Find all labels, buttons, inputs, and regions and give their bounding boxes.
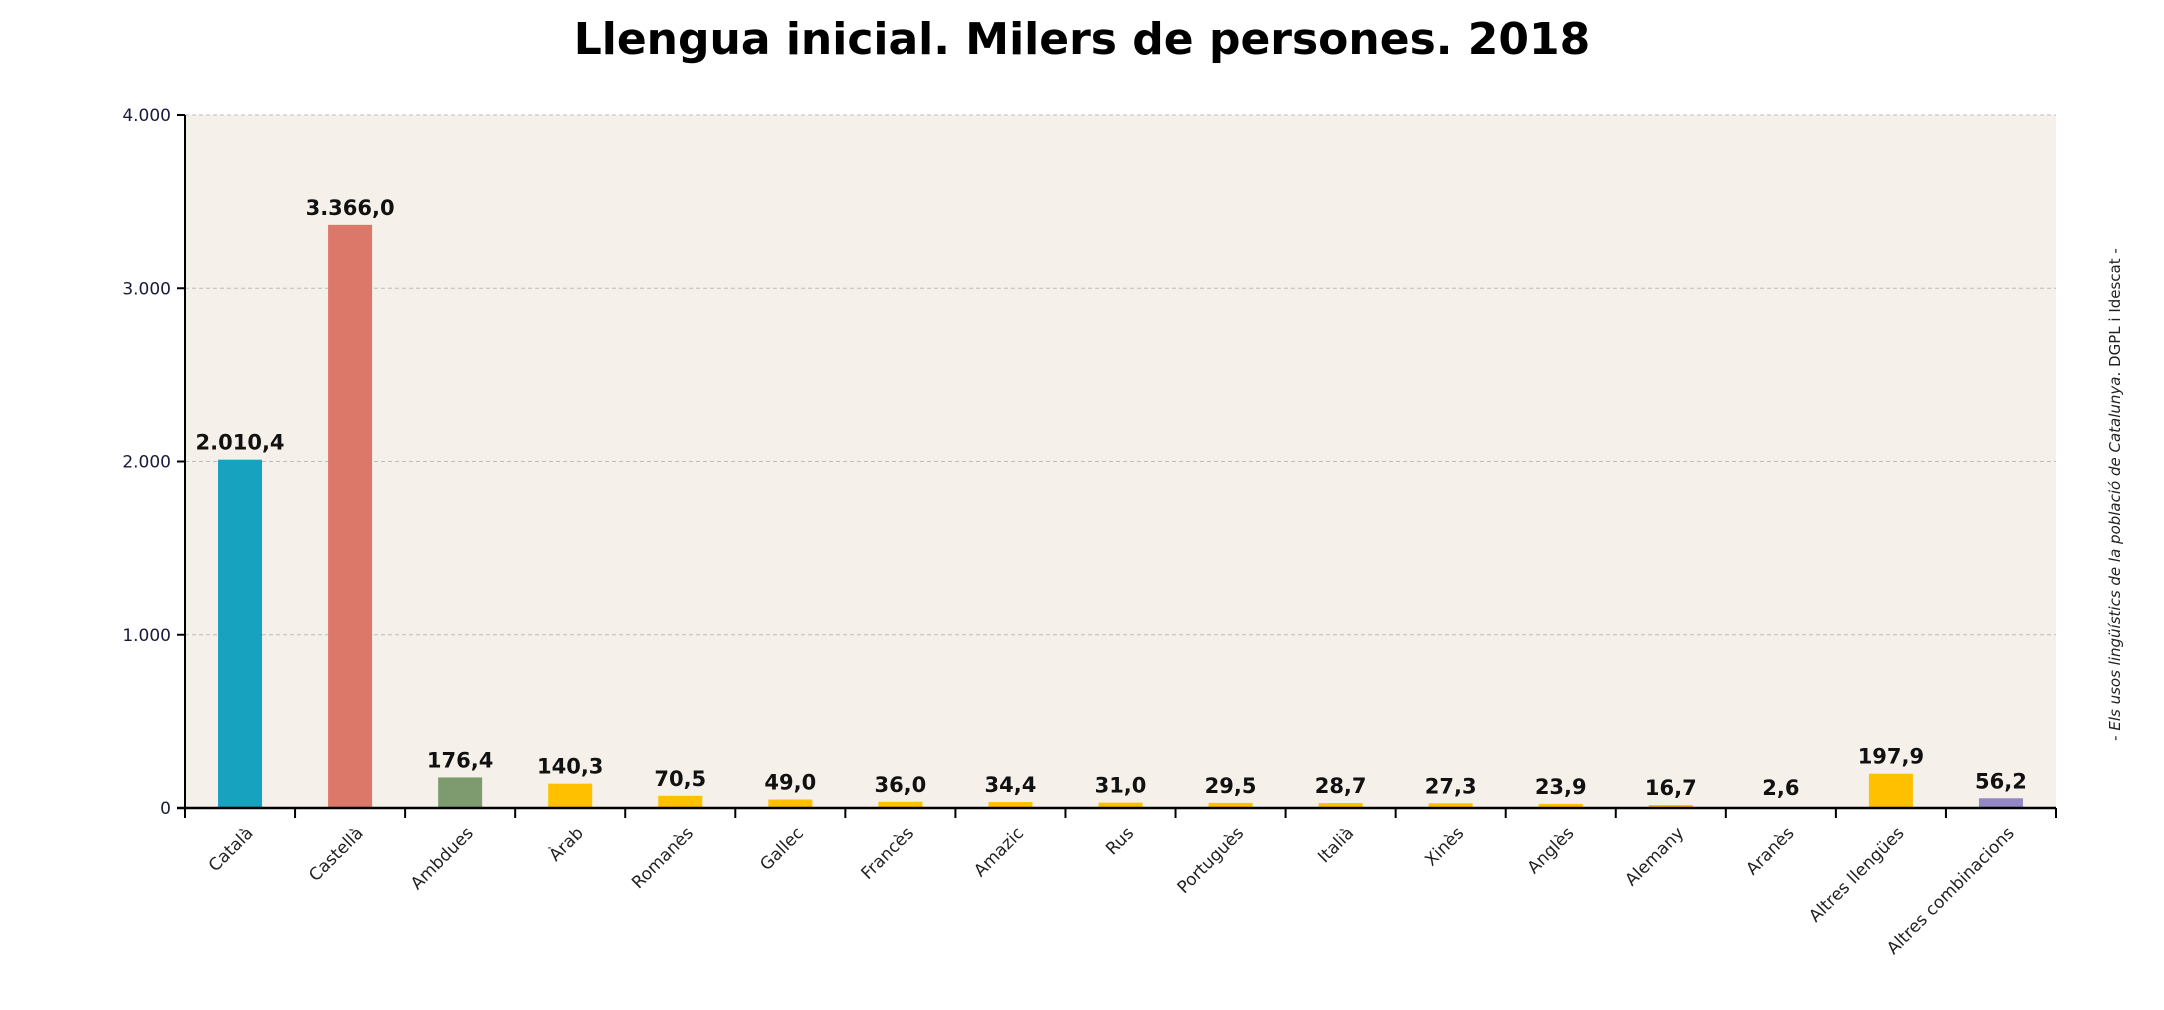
x-category-label: Francès [858,823,918,883]
x-axis-ticks: Català Castellà Ambdues Àrab Romanès Gallec Fr… [184,808,2057,959]
data-labels: 2.010,4 3.366,0 176,4 140,3 70,5 49,0 36,0 34,4… [196,196,2027,800]
data-label: 27,3 [1425,774,1477,798]
source-note-suffix: . DGPL i Idescat - [2106,248,2124,376]
data-label: 197,9 [1858,745,1924,769]
data-label: 2.010,4 [196,431,285,455]
x-category-label: Romanès [628,823,698,893]
y-axis-ticks: 0 1.000 2.000 3.000 4.000 [122,106,185,819]
data-label: 29,5 [1205,774,1257,798]
x-category-label: Alemany [1621,823,1688,890]
bars [218,224,2023,808]
x-category-label: Castellà [305,823,367,885]
x-category-label: Xinès [1421,823,1468,870]
x-category-label: Ambdues [407,823,478,894]
source-note-title: Els usos lingüístics de la població de C… [2106,376,2124,730]
bar-11 [1428,803,1473,808]
x-category-label: Altres llengües [1805,823,1908,926]
bar-8 [1098,802,1143,808]
gridlines [185,114,2056,636]
x-category-label: Italià [1314,823,1358,867]
data-label: 16,7 [1645,776,1697,800]
bar-10 [1318,803,1363,808]
data-label: 34,4 [985,773,1037,797]
data-label: 70,5 [654,767,706,791]
x-category-label: Anglès [1524,823,1579,878]
x-category-label: Rus [1102,823,1138,859]
y-tick-label: 4.000 [122,106,171,126]
source-note-prefix: - [2106,731,2124,741]
bar-2 [438,777,483,808]
data-label: 49,0 [764,771,816,795]
bar-7 [988,802,1033,808]
data-label: 176,4 [427,748,493,772]
chart-title: Llengua inicial. Milers de persones. 201… [573,14,1591,65]
x-category-label: Àrab [544,822,588,866]
bar-1 [328,224,373,808]
x-category-label: Gallec [756,823,808,875]
bar-9 [1208,802,1253,808]
x-category-label: Amazic [970,823,1028,881]
bar-5 [768,799,813,808]
data-label: 2,6 [1762,776,1799,800]
y-tick-label: 1.000 [122,626,171,646]
bar-13 [1648,805,1693,808]
x-category-label: Altres combinacions [1883,823,2018,958]
bar-15 [1868,773,1913,808]
y-tick-label: 0 [160,799,171,819]
data-label: 31,0 [1095,774,1147,798]
x-category-label: Català [205,823,258,876]
bar-4 [658,795,703,808]
y-tick-label: 3.000 [122,279,171,299]
y-tick-label: 2.000 [122,453,171,473]
data-label: 3.366,0 [306,196,395,220]
data-label: 140,3 [537,755,603,779]
data-label: 56,2 [1975,769,2027,793]
bar-6 [878,801,923,808]
bar-16 [1978,798,2023,808]
data-label: 36,0 [874,773,926,797]
data-label: 23,9 [1535,775,1587,799]
bar-0 [218,459,263,808]
x-category-label: Portuguès [1174,823,1249,898]
bar-12 [1538,803,1583,808]
bar-3 [548,783,593,808]
x-category-label: Aranès [1742,823,1798,879]
data-label: 28,7 [1315,774,1367,798]
source-note: - Els usos lingüístics de la població de… [2106,248,2124,741]
